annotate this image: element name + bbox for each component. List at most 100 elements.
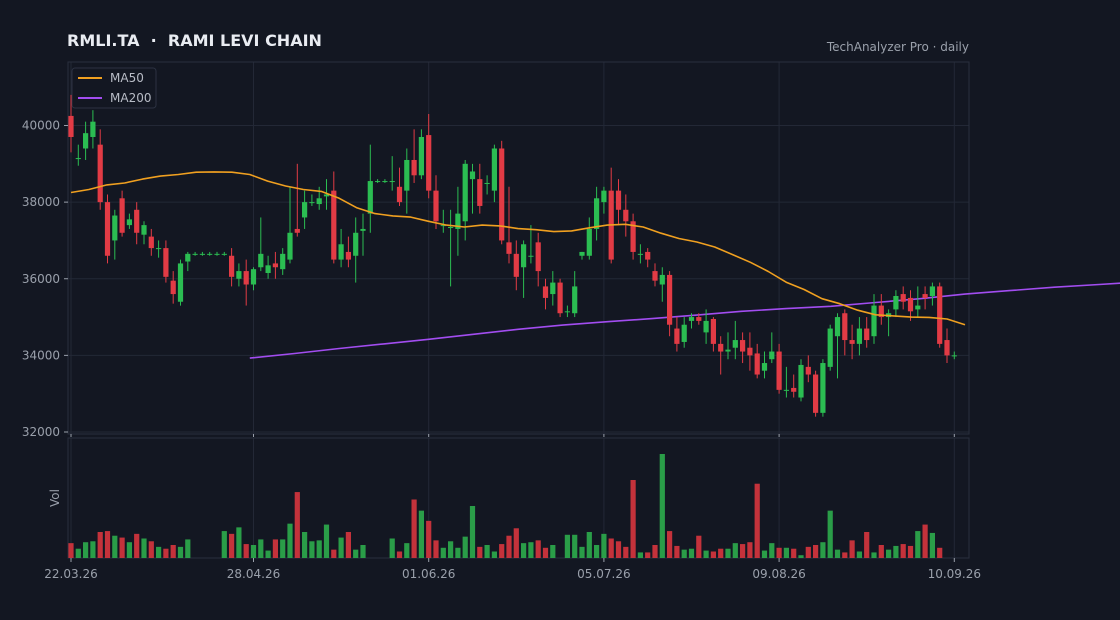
- candle-body: [944, 340, 950, 356]
- candle: [302, 190, 308, 229]
- candle-body: [440, 225, 446, 227]
- candle-body: [674, 328, 680, 344]
- legend-ma200-label: MA200: [110, 91, 151, 105]
- candle-body: [272, 263, 278, 268]
- candle-body: [688, 317, 695, 321]
- candle-body: [104, 202, 111, 256]
- candle: [929, 282, 935, 306]
- candle: [360, 213, 366, 256]
- candle: [564, 305, 570, 318]
- candle-body: [75, 158, 81, 160]
- candle-body: [90, 121, 96, 137]
- candle: [718, 336, 724, 375]
- volume-bar: [396, 551, 403, 558]
- candle: [499, 140, 505, 245]
- volume-bar: [725, 548, 731, 558]
- candle-body: [740, 340, 746, 352]
- candle-body: [791, 387, 797, 392]
- volume-bar: [112, 535, 118, 558]
- candle: [418, 129, 424, 180]
- candle: [331, 171, 337, 264]
- volume-bar: [696, 535, 702, 558]
- candle-body: [842, 313, 848, 341]
- volume-bar: [258, 539, 264, 558]
- candles: [68, 94, 957, 417]
- ma200-line-group: [249, 282, 1120, 359]
- candle-body: [907, 297, 914, 312]
- chart-title: RMLI.TA · RAMI LEVI CHAIN: [67, 31, 322, 50]
- candle: [309, 194, 315, 206]
- legend[interactable]: MA50 MA200: [71, 67, 157, 109]
- candle-body: [316, 198, 322, 205]
- panel-frames: [67, 61, 970, 559]
- volume-bar: [813, 545, 819, 558]
- candle: [141, 221, 147, 245]
- candle-body: [915, 305, 921, 310]
- candle: [915, 286, 921, 318]
- candle: [521, 240, 527, 298]
- candle-body: [769, 351, 775, 360]
- candle-body: [637, 253, 643, 255]
- ma50-line: [70, 171, 966, 326]
- volume-bar: [83, 542, 89, 558]
- y-tick-label: 38000: [22, 195, 60, 209]
- x-tick-label: 28.04.26: [227, 567, 280, 581]
- candle-body: [243, 271, 249, 285]
- volume-bar: [798, 555, 804, 558]
- candle: [104, 194, 111, 264]
- candle-body: [126, 219, 132, 226]
- volume-bar: [156, 546, 162, 558]
- candle: [535, 232, 541, 287]
- volume-bar: [915, 531, 921, 558]
- candle: [572, 271, 578, 318]
- price-panel-frame: [67, 61, 970, 435]
- candle: [528, 225, 534, 264]
- volume-bar: [929, 532, 935, 558]
- candle: [637, 244, 643, 264]
- chart-subtitle: TechAnalyzer Pro · daily: [826, 40, 969, 54]
- candle: [382, 179, 388, 183]
- volume-bar: [820, 542, 826, 558]
- candle: [783, 366, 789, 398]
- candle: [389, 156, 395, 191]
- candle: [353, 217, 359, 283]
- candle: [448, 209, 454, 287]
- candle-body: [302, 202, 308, 218]
- candle: [615, 179, 622, 226]
- candle: [754, 343, 760, 379]
- candle-body: [229, 255, 235, 277]
- candle: [177, 259, 184, 306]
- candle-body: [550, 282, 556, 295]
- ma200-line: [249, 282, 1120, 359]
- candle: [345, 236, 351, 268]
- candle-body: [455, 213, 461, 229]
- volume-bar: [97, 532, 103, 558]
- candle: [740, 332, 746, 364]
- candle-body: [418, 136, 424, 176]
- candle-body: [484, 182, 490, 184]
- candle: [710, 317, 716, 352]
- candle: [156, 240, 162, 258]
- candle-body: [97, 144, 103, 203]
- candle: [696, 313, 702, 325]
- candle-body: [805, 366, 811, 375]
- candle: [542, 278, 549, 310]
- candle: [944, 328, 950, 364]
- candle: [725, 332, 731, 360]
- candle: [75, 144, 81, 166]
- volume-bar: [323, 524, 330, 558]
- candle-body: [798, 364, 804, 398]
- volume-bar: [535, 540, 541, 558]
- volume-bar: [937, 547, 943, 558]
- candle: [907, 290, 914, 321]
- volume-bar: [170, 545, 176, 558]
- candle: [192, 251, 198, 256]
- y-tick-label: 32000: [22, 425, 60, 439]
- volume-bar: [849, 540, 855, 558]
- volume-bar: [688, 548, 695, 558]
- volume-axis-label: Vol: [48, 489, 62, 507]
- candle: [601, 186, 607, 214]
- axes: 32000 34000 36000 38000 40000 22.03.26 28.04.2…: [22, 119, 981, 582]
- candle-body: [929, 286, 935, 296]
- volume-bar: [338, 537, 344, 558]
